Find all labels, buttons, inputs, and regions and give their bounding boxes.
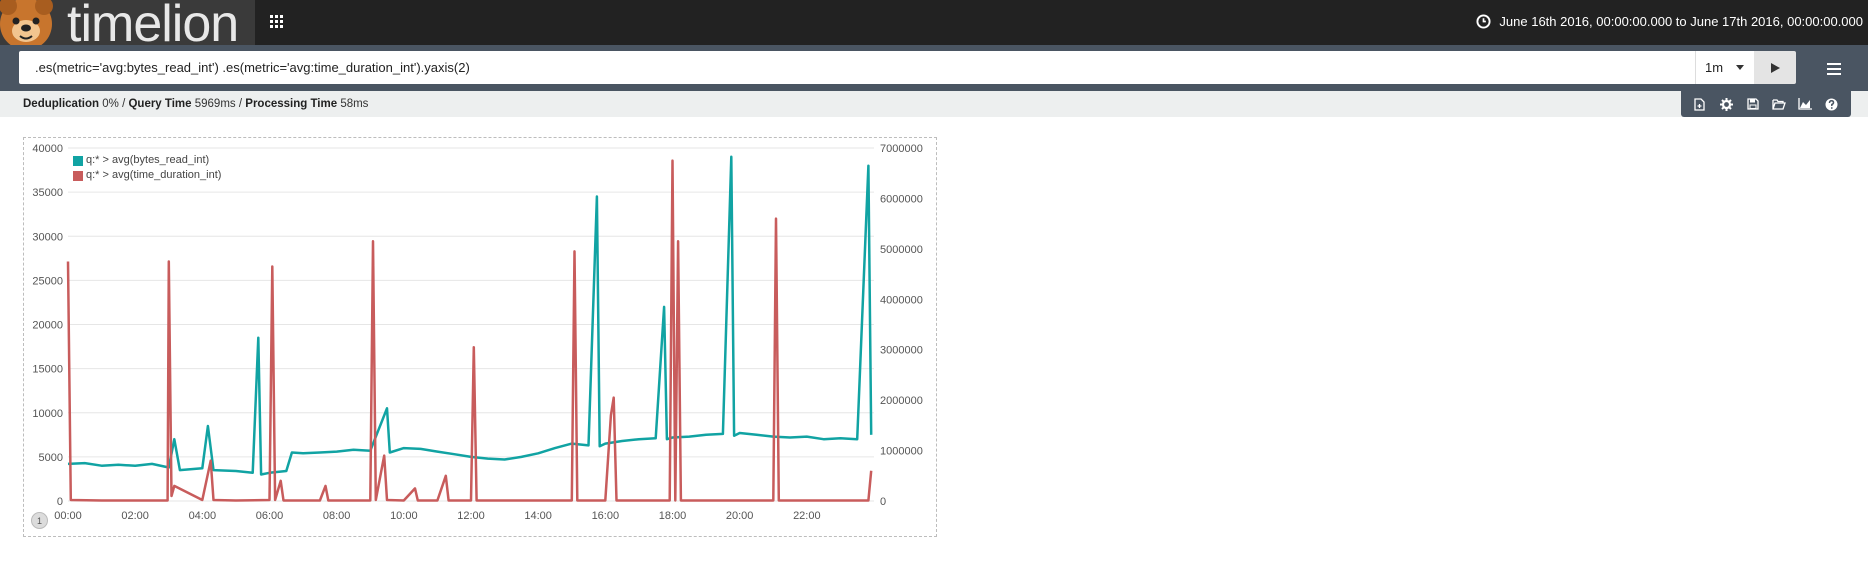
legend-item[interactable]: q:* > avg(bytes_read_int) [73,153,221,168]
x-axis-tick-label: 12:00 [457,510,485,522]
y-axis-left-tick-label: 30000 [32,231,63,243]
settings-icon [1719,97,1733,111]
chart-options-button[interactable] [1795,94,1815,114]
run-button[interactable] [1754,51,1796,84]
x-axis-tick-label: 02:00 [121,510,149,522]
bytes-read-series-line [67,155,873,476]
time-range-label: June 16th 2016, 00:00:00.000 to June 17t… [1499,14,1863,29]
processing-time-label: Processing Time [245,98,338,110]
x-axis-tick-label: 16:00 [592,510,620,522]
x-axis-tick-label: 10:00 [390,510,418,522]
open-button[interactable] [1769,94,1789,114]
bear-logo-icon [0,0,53,45]
y-axis-right-tick-label: 5000000 [880,244,923,256]
new-sheet-button[interactable] [1690,94,1710,114]
new-sheet-icon [1694,97,1705,111]
interval-value: 1m [1705,60,1724,75]
y-axis-right-tick-label: 6000000 [880,193,923,205]
stats-bar [0,91,1868,117]
y-axis-right-tick-label: 0 [880,496,886,508]
stats-separator: / [122,98,126,110]
y-axis-right-tick-label: 4000000 [880,294,923,306]
query-time-value: 5969ms [194,98,236,110]
clock-icon [1476,14,1491,29]
app-logo[interactable]: timelion [0,0,255,45]
y-axis-left-tick-label: 35000 [32,187,63,199]
save-button[interactable] [1743,94,1763,114]
query-stats: Deduplication 0% / Query Time 5969ms / P… [23,98,368,110]
app-name: timelion [67,0,239,45]
x-axis-tick-label: 00:00 [54,510,82,522]
y-axis-left-tick-label: 20000 [32,320,63,332]
y-axis-right-tick-label: 7000000 [880,143,923,155]
expression-input[interactable]: .es(metric='avg:bytes_read_int') .es(met… [19,51,1695,84]
apps-grid-icon[interactable] [270,15,283,28]
x-axis-tick-label: 14:00 [524,510,552,522]
time-duration-series-line [66,159,873,502]
settings-button[interactable] [1716,94,1736,114]
play-icon [1771,62,1780,73]
legend-label: q:* > avg(bytes_read_int) [86,154,210,166]
time-picker[interactable]: June 16th 2016, 00:00:00.000 to June 17t… [1476,14,1863,29]
save-icon [1747,98,1759,110]
y-axis-left-tick-label: 15000 [32,364,63,376]
help-button[interactable] [1822,94,1842,114]
y-axis-left-tick-label: 0 [57,496,63,508]
top-nav-bar [0,0,1868,45]
panel-number-badge[interactable]: 1 [31,512,48,529]
y-axis-left-tick-label: 5000 [39,452,63,464]
x-axis-tick-label: 06:00 [256,510,284,522]
chart-panel[interactable] [23,137,937,537]
sheet-toolbar [1681,91,1851,117]
x-axis-tick-label: 22:00 [793,510,821,522]
y-axis-right-tick-label: 2000000 [880,395,923,407]
legend-swatch [73,155,83,166]
stats-separator: / [238,98,243,110]
interval-select[interactable]: 1m [1695,51,1754,84]
y-axis-left-tick-label: 10000 [32,408,63,420]
x-axis-tick-label: 04:00 [189,510,217,522]
open-icon [1772,99,1787,110]
chevron-down-icon [1736,65,1744,70]
hamburger-menu-icon [1827,63,1841,75]
chart-legend: q:* > avg(bytes_read_int) q:* > avg(time_… [73,153,221,183]
y-axis-left-tick-label: 40000 [32,143,63,155]
y-axis-right-tick-label: 1000000 [880,446,923,458]
legend-label: q:* > avg(time_duration_int) [86,169,222,181]
y-axis-left-tick-label: 25000 [32,275,63,287]
legend-swatch [73,170,83,181]
x-axis-tick-label: 08:00 [323,510,351,522]
query-time-label: Query Time [128,98,192,110]
x-axis-tick-label: 20:00 [726,510,754,522]
dedup-value: 0% [102,98,119,110]
menu-button[interactable] [1820,55,1848,83]
y-axis-right-tick-label: 3000000 [880,345,923,357]
x-axis-tick-label: 18:00 [659,510,687,522]
legend-item[interactable]: q:* > avg(time_duration_int) [73,168,221,183]
processing-time-value: 58ms [340,98,369,110]
help-icon [1825,98,1838,110]
chart-options-icon [1798,98,1813,110]
dedup-label: Deduplication [23,98,100,110]
